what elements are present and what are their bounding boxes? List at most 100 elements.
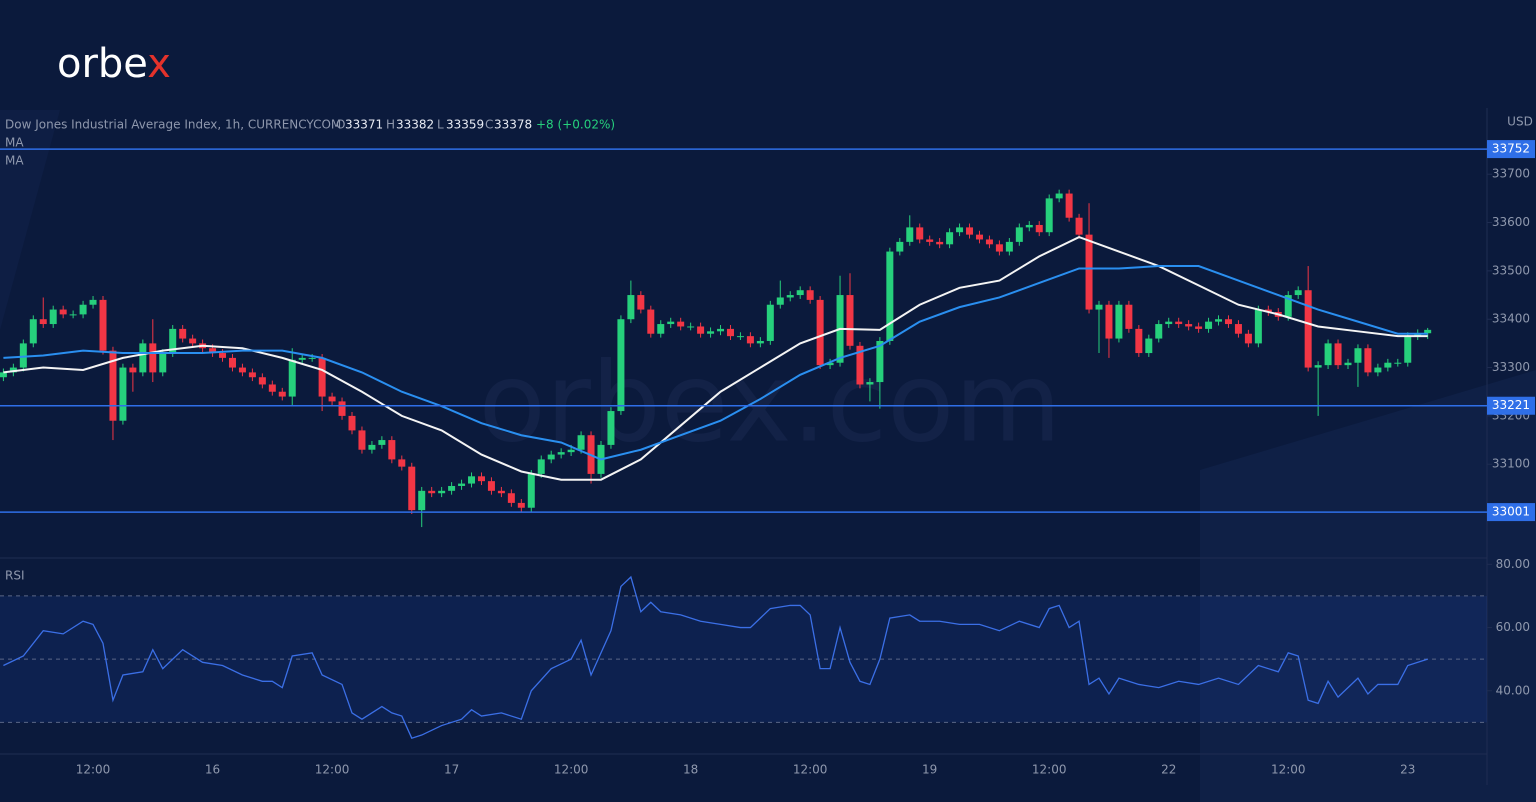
candle-body [657,324,665,334]
candle-body [687,326,695,328]
candle-body [736,336,744,338]
candle-body [1015,227,1023,242]
candle-body [49,309,57,325]
candle-body [756,340,764,344]
candle-body [1155,324,1163,339]
candle-body [517,502,525,508]
candle-body [99,299,107,351]
candle-body [1025,224,1033,228]
rsi-band-fill [0,595,1487,723]
candle-body [537,459,545,474]
candle-body [1254,309,1262,344]
y-tick-label: 33100 [1492,457,1530,471]
ohlc-label: H [386,118,395,132]
candle-body [248,372,256,378]
level-tag [1487,396,1535,415]
candle-body [617,319,625,412]
candle-body [1394,362,1402,364]
x-tick-label: 16 [205,763,220,777]
plot: 3310033200333003340033500336003370012:00… [0,140,1535,777]
candle-body [59,309,67,315]
candle-body [786,295,794,298]
logo-text: orbe [57,41,147,87]
candle-body [1334,343,1342,366]
level-label: 33001 [1492,505,1530,519]
candle-body [896,241,904,252]
candle-body [119,367,127,421]
candle-body [1205,321,1213,329]
candle-body [318,357,326,397]
x-tick-label: 17 [444,763,459,777]
y-tick-label: 33400 [1492,312,1530,326]
candle-body [448,485,456,491]
candle-body [966,227,974,235]
candle-body [238,367,246,373]
candle-body [766,304,774,341]
candle-body [627,295,635,320]
candle-body [916,227,924,240]
candle-body [806,290,814,300]
candle-body [1424,329,1432,334]
change: +8 (+0.02%) [536,118,615,132]
candle-body [886,251,894,341]
candle-body [428,490,436,494]
level-tag [1487,140,1535,159]
candle-body [189,338,197,344]
candle-body [956,227,964,233]
candle-body [219,353,227,358]
x-tick-label: 12:00 [315,763,350,777]
x-tick-label: 22 [1161,763,1176,777]
candle-body [1175,321,1183,325]
candle-body [866,382,874,385]
candle-body [159,353,167,373]
candle-body [268,384,276,392]
rsi-tick-label: 40.00 [1496,683,1530,697]
candle-body [209,348,217,354]
candle-body [1384,362,1392,368]
candle-body [717,328,725,332]
candle-body [856,345,864,385]
candle-body [876,340,884,383]
candle-body [1145,338,1153,354]
y-tick-label: 33600 [1492,215,1530,229]
y-tick-label: 33700 [1492,167,1530,181]
candle-body [507,493,515,503]
rsi-tick-label: 60.00 [1496,620,1530,634]
x-tick-label: 23 [1400,763,1415,777]
legend-entry: MA [5,154,24,168]
candle-body [995,244,1003,252]
candle-body [348,415,356,431]
candle-body [677,321,685,327]
candle-body [527,473,535,508]
level-label: 33221 [1492,398,1530,412]
candle-body [1035,224,1043,233]
candle-body [647,309,655,334]
candle-body [936,241,944,245]
candle-body [438,490,446,494]
candle-body [418,490,426,511]
candle-body [557,452,565,455]
x-tick-label: 12:00 [793,763,828,777]
candle-body [567,449,575,453]
ohlc-label: C [485,118,493,132]
candle-body [547,454,555,460]
candle-body [388,440,396,460]
moving-average [3,265,1428,461]
candle-body [0,372,7,378]
candle-body [378,440,386,445]
candle-body [298,357,306,360]
candle-body [228,357,236,368]
ohlc-value: 33382 [396,118,434,132]
logo-x: x [147,41,171,87]
candle-body [258,377,266,385]
candle-body [1185,324,1193,327]
candle-body [1374,367,1382,373]
candle-body [637,295,645,310]
candle-body [1055,193,1063,199]
candle-body [697,326,705,334]
candle-body [906,227,914,242]
candle-body [129,367,137,373]
candle-body [398,459,406,467]
chart-title: Dow Jones Industrial Average Index, 1h, … [5,118,341,132]
candle-body [1344,362,1352,366]
